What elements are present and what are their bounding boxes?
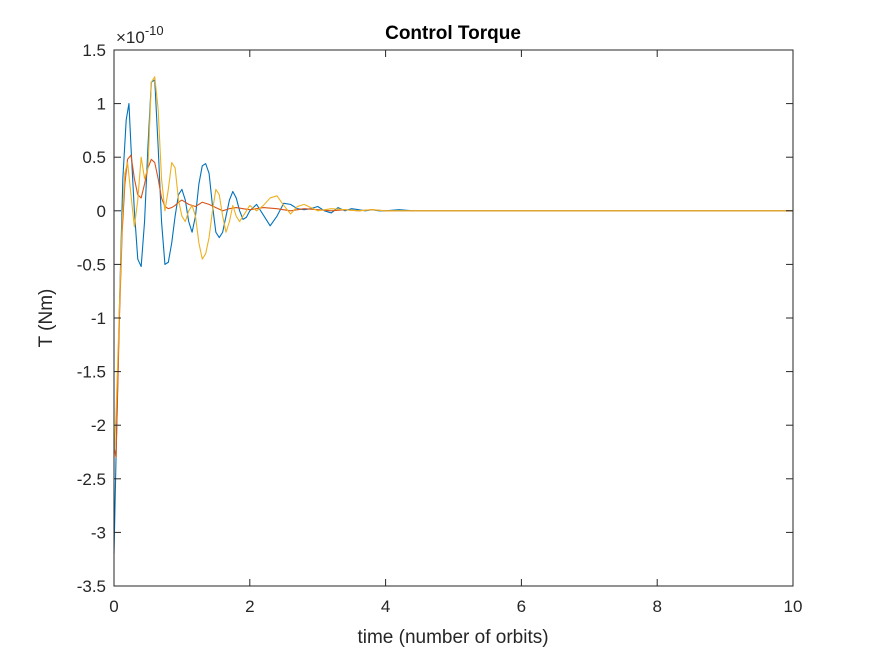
y-tick-label: -1.5 bbox=[77, 363, 106, 382]
y-tick-label: -1 bbox=[91, 309, 106, 328]
x-tick-label: 6 bbox=[517, 597, 526, 616]
y-tick-label: -0.5 bbox=[77, 255, 106, 274]
y-tick-label: 1 bbox=[97, 95, 106, 114]
chart-title: Control Torque bbox=[385, 23, 521, 44]
y-exponent-power: -10 bbox=[145, 23, 164, 38]
y-axis-label: T (Nm) bbox=[36, 289, 57, 348]
series-layer bbox=[113, 76, 793, 554]
x-tick-label: 4 bbox=[381, 597, 390, 616]
x-axis-label: time (number of orbits) bbox=[357, 627, 548, 648]
y-exponent-base: ×10 bbox=[116, 28, 145, 47]
y-tick-label: -3 bbox=[91, 523, 106, 542]
x-axis: 0 2 4 6 8 10 bbox=[109, 50, 802, 616]
y-tick-label: 1.5 bbox=[82, 41, 106, 60]
y-tick-label: -2 bbox=[91, 416, 106, 435]
y-axis: -3.5 -3 -2.5 -2 -1.5 -1 -0.5 0 0.5 1 1.5 bbox=[77, 41, 793, 596]
series-line-3 bbox=[113, 76, 793, 458]
y-exponent-label: ×10-10 bbox=[116, 23, 164, 47]
y-tick-label: 0 bbox=[97, 202, 106, 221]
x-tick-label: 0 bbox=[109, 597, 118, 616]
y-tick-label: -3.5 bbox=[77, 577, 106, 596]
x-tick-label: 8 bbox=[652, 597, 661, 616]
y-tick-label: -2.5 bbox=[77, 470, 106, 489]
y-tick-label: 0.5 bbox=[82, 148, 106, 167]
plot-area bbox=[114, 50, 793, 586]
x-tick-label: 10 bbox=[784, 597, 803, 616]
x-tick-label: 2 bbox=[245, 597, 254, 616]
